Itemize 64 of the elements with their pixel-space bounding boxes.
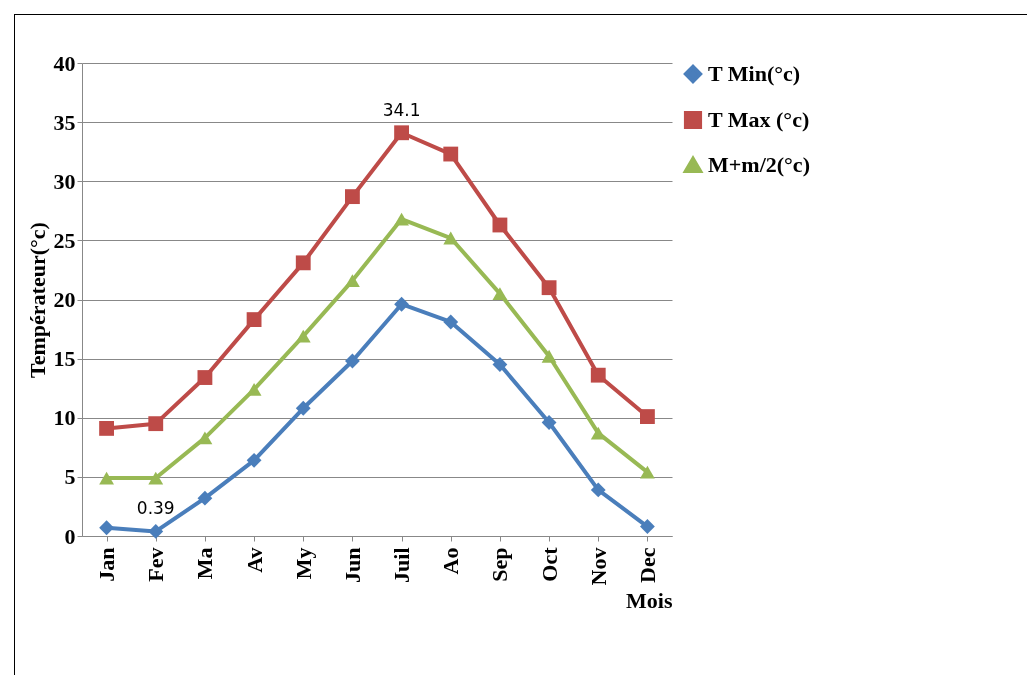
point <box>541 280 557 296</box>
point <box>295 255 311 271</box>
point <box>394 296 409 312</box>
point <box>148 523 164 539</box>
x-tick-label: Ao <box>438 547 464 575</box>
point <box>541 415 557 430</box>
x-tick-label: Oct <box>536 546 562 582</box>
x-tick-label: Ma <box>192 547 218 580</box>
point <box>295 400 311 416</box>
x-tick-label: Fev <box>143 547 169 582</box>
point <box>99 520 114 536</box>
y-axis-title: Températeur(°c) <box>24 222 50 378</box>
x-tick-label: Sep <box>487 547 513 582</box>
y-tick-label: 15 <box>53 346 76 372</box>
point <box>640 465 655 479</box>
x-tick-label: Juil <box>389 547 415 583</box>
point <box>492 357 508 372</box>
point <box>197 490 213 506</box>
point <box>590 426 606 440</box>
point <box>590 367 606 383</box>
point <box>246 312 262 328</box>
x-tick-label: My <box>290 547 316 580</box>
point <box>197 370 213 385</box>
point <box>590 482 606 498</box>
y-tick-label: 40 <box>53 50 76 76</box>
y-tick-label: 35 <box>53 109 76 135</box>
point <box>246 382 262 396</box>
x-tick-label: Dec <box>634 547 660 583</box>
point <box>541 349 557 363</box>
data-label: 34.1 <box>382 99 421 120</box>
point <box>394 212 409 226</box>
x-tick-label: Nov <box>585 547 611 586</box>
point <box>345 353 360 369</box>
y-tick-label: 20 <box>53 287 76 312</box>
point <box>99 471 114 485</box>
legend-label: T Min(°c) <box>708 61 801 86</box>
y-tick-label: 10 <box>53 405 76 431</box>
point <box>197 431 213 445</box>
point <box>443 146 459 162</box>
point <box>492 217 508 233</box>
point <box>394 125 409 141</box>
point <box>99 420 114 436</box>
legend-label: T Max (°c) <box>708 107 810 132</box>
x-tick-label: Av <box>241 547 267 573</box>
point <box>640 519 655 534</box>
point <box>246 452 262 468</box>
x-tick-label: Jan <box>94 547 120 582</box>
y-tick-label: 5 <box>64 464 76 490</box>
point <box>492 287 508 301</box>
point <box>640 409 655 424</box>
point <box>148 471 164 485</box>
y-tick-label: 0 <box>64 523 76 549</box>
point <box>443 231 459 245</box>
y-tick-label: 25 <box>53 227 76 253</box>
point <box>295 329 311 343</box>
point <box>345 274 360 287</box>
x-tick-label: Jun <box>339 547 365 583</box>
y-tick-label: 30 <box>53 168 76 194</box>
point <box>148 416 164 432</box>
legend-label: M+m/2(°c) <box>708 152 810 177</box>
x-axis-title: Mois <box>626 588 673 614</box>
point <box>443 314 459 330</box>
data-label: 0.39 <box>136 498 175 519</box>
point <box>345 189 360 205</box>
